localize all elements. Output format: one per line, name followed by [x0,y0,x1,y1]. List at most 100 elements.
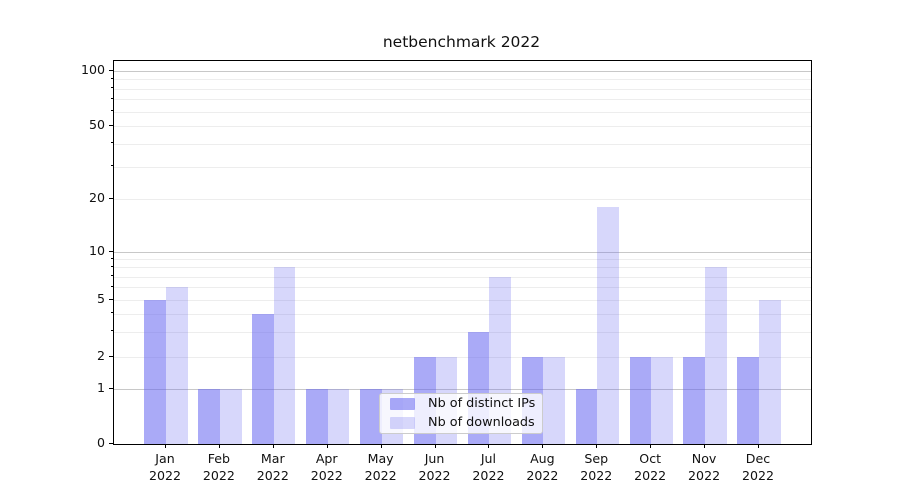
y-minortick-60 [110,110,113,112]
legend-row-downloads: Nb of downloads [390,414,535,430]
x-tick-jan [165,444,166,448]
y-minortick-40 [110,142,113,144]
gridline-minor-5 [114,300,811,301]
gridline-minor-80 [114,88,811,90]
y-minortick-4 [110,312,113,314]
gridline-minor-70 [114,99,811,101]
gridline-minor-30 [114,166,811,168]
y-tick-100 [109,69,113,71]
gridline-minor-50 [114,126,811,127]
plot-area: Nb of distinct IPs Nb of downloads [113,60,812,445]
x-tick-dec [757,444,759,448]
bar-mar-distinct-ips [252,313,274,444]
bar-oct-distinct-ips [629,357,652,444]
y-minortick-30 [110,165,113,167]
x-tick-aug [542,444,544,448]
x-tick-apr [326,444,328,448]
x-tick-nov [704,444,706,448]
y-tick-label-0: 0 [96,435,105,450]
y-tick-20 [109,197,113,199]
gridline-minor-6 [114,287,811,289]
gridline-major-1 [114,389,811,390]
x-tick-label-apr: Apr 2022 [310,451,343,483]
y-minortick-80 [110,87,113,89]
bar-feb-downloads [219,389,242,444]
bar-dec-downloads [758,300,781,444]
gridline-minor-3 [114,331,811,333]
gridline-minor-2 [114,357,811,358]
y-tick-label-5: 5 [96,291,105,306]
y-tick-1 [109,387,113,389]
gridline-minor-60 [114,111,811,113]
bar-sep-distinct-ips [575,389,598,444]
bar-apr-distinct-ips [306,389,328,444]
bar-oct-downloads [651,357,673,444]
legend-swatch-downloads [390,416,415,430]
y-tick-2 [109,355,113,357]
y-minortick-70 [110,97,113,99]
y-tick-10 [109,250,113,252]
y-tick-5 [109,298,113,300]
x-tick-label-dec: Dec 2022 [741,451,775,483]
bar-aug-downloads [543,357,565,444]
gridline-minor-4 [114,313,811,315]
gridline-minor-20 [114,199,811,200]
x-tick-label-nov: Nov 2022 [688,451,721,483]
legend: Nb of distinct IPs Nb of downloads [379,393,543,434]
x-tick-jun [434,444,436,448]
x-tick-jul [488,444,490,448]
x-tick-mar [272,444,274,448]
x-tick-label-sep: Sep 2022 [580,451,613,483]
y-minortick-6 [110,285,113,287]
bar-jan-distinct-ips [144,300,166,444]
x-tick-label-feb: Feb 2022 [202,451,235,483]
gridline-minor-8 [114,267,811,269]
gridline-major-10 [114,252,811,253]
gridline-minor-7 [114,276,811,278]
y-tick-label-10: 10 [88,243,105,258]
gridline-major-100 [114,71,811,72]
x-tick-may [380,444,382,448]
y-minortick-90 [110,77,113,79]
x-tick-oct [650,444,652,448]
bar-jan-downloads [166,287,188,444]
gridline-minor-9 [114,259,811,261]
x-tick-label-jan: Jan 2022 [148,451,182,483]
x-tick-label-may: May 2022 [364,451,397,483]
y-minortick-8 [110,265,113,267]
y-minortick-3 [110,330,113,332]
gridline-minor-90 [114,79,811,81]
plot-canvas [114,61,811,444]
bar-sep-downloads [597,207,619,444]
bar-nov-downloads [705,267,727,444]
bar-mar-downloads [273,267,296,444]
y-tick-label-20: 20 [88,190,105,205]
y-minortick-9 [110,257,113,259]
bar-may-distinct-ips [360,389,382,444]
bar-apr-downloads [327,389,350,444]
bar-feb-distinct-ips [198,389,220,444]
legend-label-distinct-ips: Nb of distinct IPs [428,395,536,411]
y-tick-label-50: 50 [88,117,105,132]
y-minortick-7 [110,275,113,277]
legend-label-downloads: Nb of downloads [428,414,535,430]
y-tick-0 [109,442,113,444]
y-tick-50 [109,124,113,126]
x-tick-sep [596,444,598,448]
legend-swatch-distinct-ips [390,397,415,411]
y-tick-label-100: 100 [80,62,105,77]
y-tick-label-2: 2 [96,348,105,363]
chart-title: netbenchmark 2022 [382,33,541,51]
y-tick-label-1: 1 [96,380,105,395]
x-tick-label-oct: Oct 2022 [634,451,667,483]
bar-dec-distinct-ips [737,357,759,444]
x-tick-feb [218,444,220,448]
x-tick-label-jun: Jun 2022 [418,451,451,483]
gridline-minor-40 [114,143,811,145]
bar-nov-distinct-ips [683,357,706,444]
legend-row-distinct-ips: Nb of distinct IPs [390,395,536,411]
x-tick-label-jul: Jul 2022 [472,451,505,483]
x-tick-label-aug: Aug 2022 [526,451,559,483]
x-tick-label-mar: Mar 2022 [256,451,289,483]
